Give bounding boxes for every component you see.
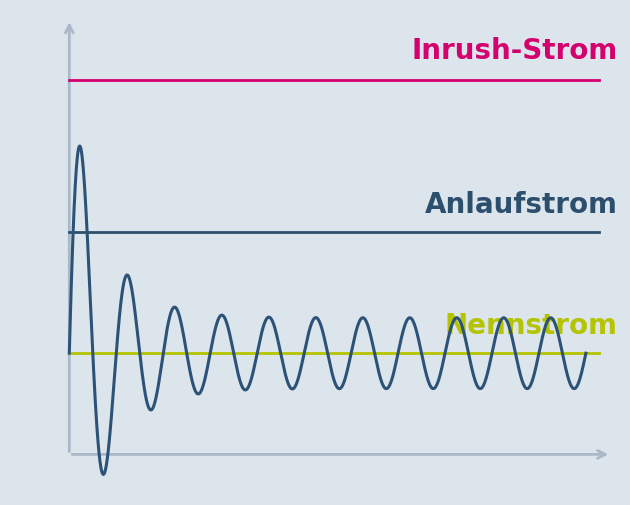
Text: Inrush-Strom: Inrush-Strom (411, 36, 617, 65)
Text: Nennstrom: Nennstrom (444, 312, 617, 340)
Text: Anlaufstrom: Anlaufstrom (425, 190, 617, 219)
